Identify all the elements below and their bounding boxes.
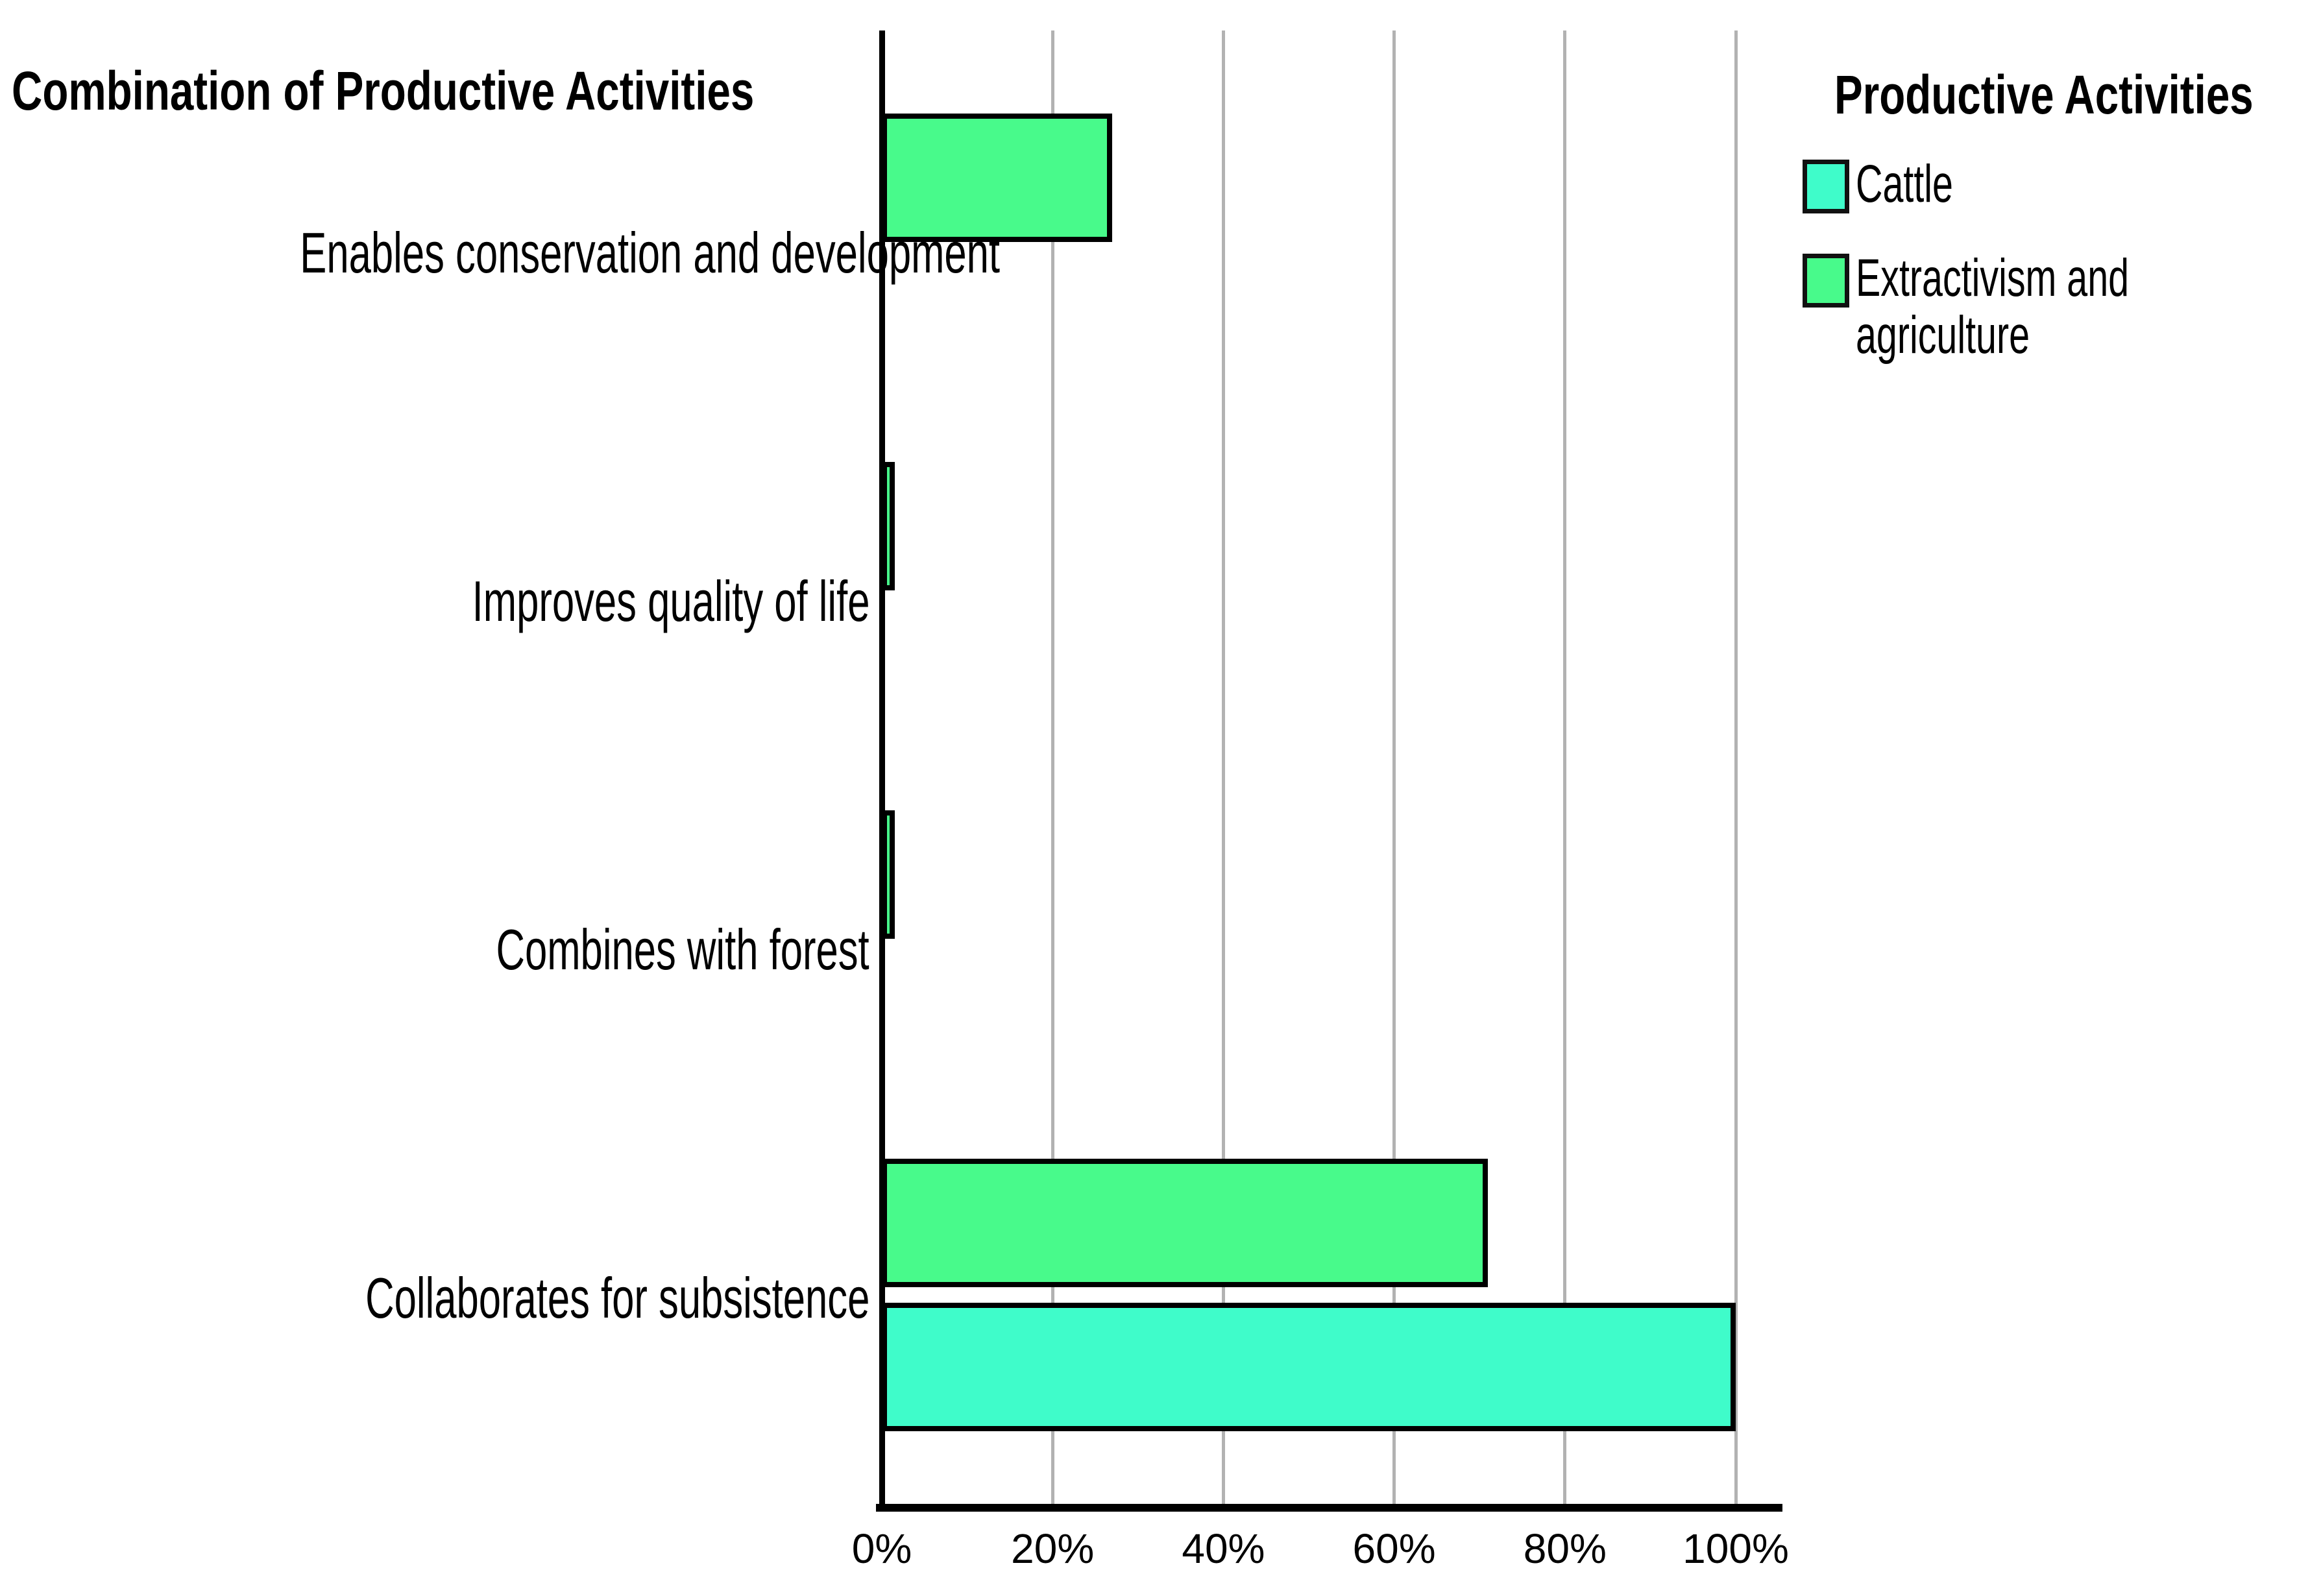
category-label-1: Improves quality of life	[0, 562, 869, 640]
category-label-0: Enables conservation and development	[0, 214, 1000, 292]
gridline-60%	[1392, 30, 1396, 1504]
legend-item-1: Extractivism and agriculture	[1803, 250, 2246, 364]
bar-cattle-3	[882, 1303, 1736, 1431]
chart-title-text: Combination of Productive Activities	[12, 60, 755, 121]
bar-extractivism-2	[882, 810, 895, 939]
legend-item-0: Cattle	[1803, 156, 1995, 213]
x-tick-label-40%: 40%	[1182, 1525, 1265, 1572]
legend-swatch-icon	[1803, 254, 1849, 308]
category-label-2: Combines with forest	[0, 911, 869, 989]
gridline-100%	[1734, 30, 1738, 1504]
bar-extractivism-1	[882, 462, 895, 590]
legend-item-label: Cattle	[1856, 154, 1953, 213]
x-axis-line	[876, 1504, 1782, 1512]
y-axis-line	[879, 30, 885, 1507]
x-tick-label-80%: 80%	[1523, 1525, 1607, 1572]
gridline-80%	[1563, 30, 1567, 1504]
legend-swatch-icon	[1803, 160, 1849, 213]
legend-title: Productive Activities	[1834, 64, 2321, 127]
bar-extractivism-0	[882, 114, 1113, 242]
legend-title-text: Productive Activities	[1834, 64, 2254, 125]
plot-area	[882, 30, 1738, 1504]
x-tick-label-0%: 0%	[851, 1525, 912, 1572]
bar-extractivism-3	[882, 1159, 1489, 1287]
gridline-20%	[1051, 30, 1054, 1504]
category-label-text: Collaborates for subsistence	[365, 1266, 869, 1330]
category-label-3: Collaborates for subsistence	[0, 1259, 869, 1337]
chart-title: Combination of Productive Activities	[12, 60, 964, 123]
x-tick-label-20%: 20%	[1011, 1525, 1095, 1572]
category-label-text: Combines with forest	[496, 917, 869, 982]
category-label-text: Improves quality of life	[472, 569, 869, 633]
x-tick-label-60%: 60%	[1352, 1525, 1436, 1572]
gridline-40%	[1221, 30, 1225, 1504]
legend-item-label: Extractivism and agriculture	[1856, 248, 2130, 365]
x-tick-label-100%: 100%	[1683, 1525, 1789, 1572]
